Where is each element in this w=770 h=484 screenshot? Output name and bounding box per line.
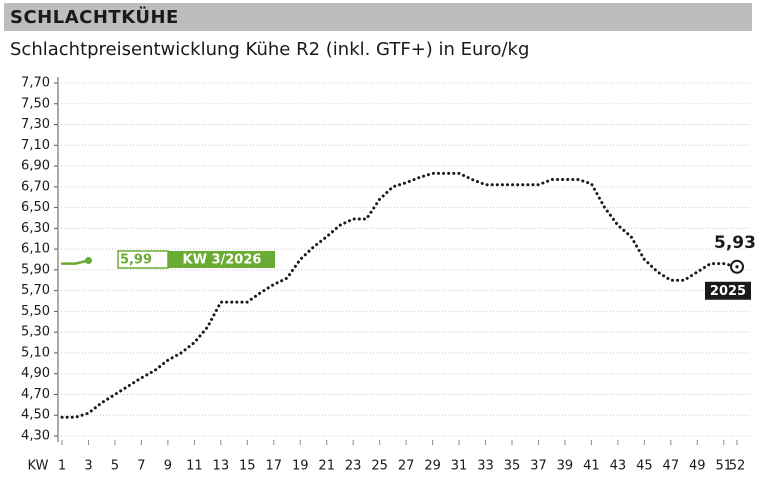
y-tick-label: 5,90 [21, 262, 50, 277]
x-tick-label: 19 [292, 459, 309, 474]
x-tick-label: 17 [265, 459, 282, 474]
y-tick-label: 7,50 [21, 96, 50, 111]
header-bar [4, 3, 752, 31]
x-tick-label: 49 [689, 459, 706, 474]
y-tick-label: 5,30 [21, 325, 50, 340]
x-tick-label: 45 [636, 459, 653, 474]
y-tick-label: 7,70 [21, 76, 50, 91]
y-tick-label: 5,10 [21, 345, 50, 360]
legend-label: KW 3/2026 [183, 253, 262, 268]
y-tick-label: 5,50 [21, 304, 50, 319]
legend-box [168, 251, 275, 268]
end-dot [735, 265, 739, 269]
chart-title: Schlachtpreisentwicklung Kühe R2 (inkl. … [10, 39, 529, 60]
x-tick-label: 43 [610, 459, 627, 474]
legend-label: 2025 [710, 284, 746, 299]
line-0 [60, 171, 739, 419]
y-tick-label: 7,10 [21, 138, 50, 153]
x-tick-label: 51 [715, 459, 732, 474]
value-label: 5,99 [120, 253, 152, 268]
x-tick-label: 29 [424, 459, 441, 474]
x-tick-label: 33 [477, 459, 494, 474]
y-tick-label: 5,70 [21, 283, 50, 298]
x-tick-label: 23 [345, 459, 362, 474]
x-tick-label: 27 [398, 459, 415, 474]
x-tick-label: 11 [186, 459, 203, 474]
x-tick-label: 1 [58, 459, 66, 474]
x-tick-label: 15 [239, 459, 256, 474]
end-marker [84, 257, 92, 265]
y-tick-label: 6,50 [21, 200, 50, 215]
y-tick-label: 4,50 [21, 408, 50, 423]
x-tick-label: 3 [84, 459, 92, 474]
legend-box [705, 281, 751, 300]
x-tick-label: 41 [583, 459, 600, 474]
y-tick-label: 4,30 [21, 429, 50, 444]
x-tick-label: 25 [371, 459, 388, 474]
y-tick-label: 4,90 [21, 366, 50, 381]
x-tick-label: 13 [213, 459, 230, 474]
x-tick-label: 47 [663, 459, 680, 474]
x-tick-label: 21 [318, 459, 335, 474]
value-label: 5,93 [714, 233, 756, 253]
y-tick-label: 6,90 [21, 159, 50, 174]
x-tick-label: 31 [451, 459, 468, 474]
x-tick-label: 39 [557, 459, 574, 474]
x-tick-label: 35 [504, 459, 521, 474]
y-tick-label: 6,30 [21, 221, 50, 236]
header: SCHLACHTKÜHE [10, 6, 179, 28]
x-axis-label: KW [28, 459, 49, 474]
line-1 [60, 259, 90, 265]
x-tick-label: 37 [530, 459, 547, 474]
x-tick-label: 7 [137, 459, 145, 474]
x-tick-label: 9 [164, 459, 172, 474]
y-tick-label: 4,70 [21, 387, 50, 402]
x-tick-label: 52 [729, 459, 746, 474]
x-tick-label: 5 [111, 459, 119, 474]
y-tick-label: 6,10 [21, 242, 50, 257]
y-tick-label: 7,30 [21, 117, 50, 132]
y-tick-label: 6,70 [21, 179, 50, 194]
